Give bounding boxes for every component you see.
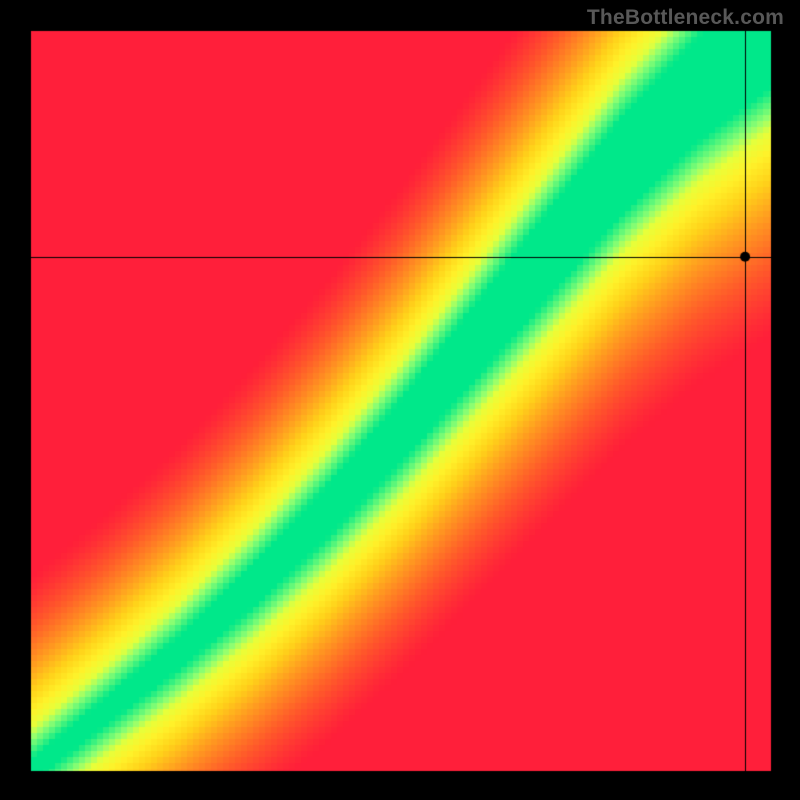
- heatmap-canvas: [0, 0, 800, 800]
- chart-container: TheBottleneck.com: [0, 0, 800, 800]
- watermark: TheBottleneck.com: [587, 6, 784, 30]
